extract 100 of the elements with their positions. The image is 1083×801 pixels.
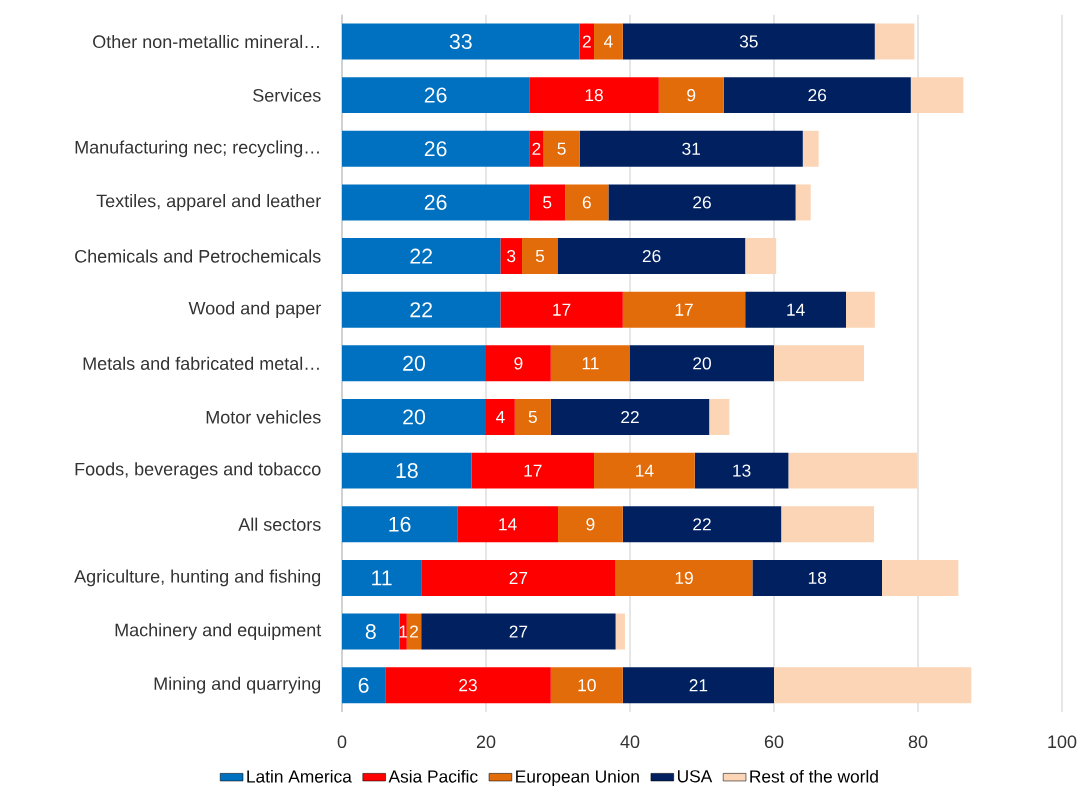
data-label: 8 bbox=[365, 623, 376, 640]
data-label: 17 bbox=[524, 464, 542, 477]
legend-label: Latin America bbox=[247, 769, 352, 783]
y-tick-label: Motor vehicles bbox=[206, 410, 321, 424]
data-label: 5 bbox=[543, 196, 552, 209]
bar bbox=[342, 130, 530, 167]
legend-label: USA bbox=[677, 770, 713, 783]
y-tick-label: Textiles, apparel and leather bbox=[96, 194, 321, 211]
bar bbox=[579, 130, 803, 167]
y-tick-label: Manufacturing nec; recycling… bbox=[75, 140, 319, 158]
y-tick-label: Chemicals and Petrochemicals bbox=[75, 249, 321, 263]
data-label: 21 bbox=[689, 679, 708, 692]
bar bbox=[630, 345, 774, 382]
data-label: 33 bbox=[449, 33, 472, 50]
data-label: 17 bbox=[675, 303, 693, 316]
bar bbox=[594, 452, 695, 489]
data-label: 20 bbox=[693, 357, 711, 370]
bar bbox=[342, 184, 530, 221]
bar bbox=[486, 345, 551, 382]
data-label: 18 bbox=[396, 463, 418, 479]
data-label: 9 bbox=[687, 88, 696, 102]
data-label: 5 bbox=[535, 250, 545, 263]
y-tick-label: Agriculture, hunting and fishing bbox=[74, 569, 321, 587]
data-label: 9 bbox=[514, 357, 523, 370]
data-label: 10 bbox=[578, 679, 596, 692]
bar bbox=[774, 667, 972, 704]
bar bbox=[788, 452, 918, 489]
bar bbox=[342, 238, 501, 275]
bar bbox=[522, 238, 558, 275]
bar bbox=[565, 184, 609, 221]
data-label: 26 bbox=[424, 141, 447, 157]
y-tick-label: Wood and paper bbox=[188, 301, 321, 319]
bar bbox=[846, 291, 875, 328]
bar bbox=[594, 23, 623, 60]
data-label: 20 bbox=[403, 409, 426, 425]
data-label: 22 bbox=[693, 518, 711, 531]
bar bbox=[342, 506, 458, 543]
data-label: 26 bbox=[424, 194, 447, 210]
y-tick-label: All sectors bbox=[238, 517, 321, 531]
data-label: 23 bbox=[459, 679, 477, 692]
bar bbox=[622, 291, 746, 328]
bar bbox=[615, 613, 625, 650]
bar bbox=[781, 506, 875, 543]
data-label: 20 bbox=[403, 355, 426, 371]
data-label: 18 bbox=[808, 571, 827, 585]
bar bbox=[385, 667, 551, 704]
data-label: 11 bbox=[372, 570, 392, 586]
bar bbox=[486, 399, 515, 435]
bar bbox=[608, 184, 796, 221]
bar bbox=[457, 506, 558, 543]
bar bbox=[529, 77, 659, 114]
bar bbox=[514, 399, 551, 435]
bar bbox=[529, 130, 544, 167]
y-tick-label: Services bbox=[253, 88, 321, 102]
data-label: 5 bbox=[528, 410, 537, 424]
bar bbox=[342, 452, 472, 489]
data-label: 4 bbox=[603, 35, 613, 48]
x-tick-label: 100 bbox=[1048, 735, 1077, 749]
bar bbox=[421, 559, 616, 596]
bar bbox=[500, 238, 522, 275]
bar bbox=[752, 559, 882, 596]
x-tick-label: 20 bbox=[476, 735, 496, 749]
data-label: 17 bbox=[553, 303, 571, 316]
data-label: 26 bbox=[693, 196, 711, 209]
y-tick-label: Mining and quarrying bbox=[154, 676, 321, 694]
data-label: 6 bbox=[358, 677, 369, 693]
y-tick-label: Metals and fabricated metal… bbox=[83, 356, 319, 370]
data-label: 4 bbox=[495, 411, 505, 423]
bar bbox=[342, 345, 486, 382]
bar bbox=[709, 399, 730, 435]
bar bbox=[795, 184, 811, 221]
data-label: 14 bbox=[787, 303, 805, 316]
bar bbox=[342, 559, 422, 596]
data-label: 13 bbox=[733, 464, 751, 477]
bar bbox=[622, 667, 774, 704]
bar bbox=[342, 77, 530, 114]
bar bbox=[342, 291, 501, 328]
bar bbox=[550, 345, 630, 382]
data-label: 22 bbox=[410, 248, 432, 264]
legend-label: Rest of the world bbox=[750, 769, 878, 783]
bar bbox=[802, 130, 819, 167]
data-label: 2 bbox=[582, 35, 591, 48]
bar bbox=[745, 291, 846, 328]
data-label: 22 bbox=[621, 410, 639, 424]
bar bbox=[622, 23, 875, 60]
data-label: 26 bbox=[642, 249, 661, 263]
data-label: 11 bbox=[582, 357, 599, 370]
data-label: 26 bbox=[424, 87, 447, 103]
bar bbox=[882, 559, 959, 596]
bar bbox=[723, 77, 911, 114]
x-tick-label: 80 bbox=[908, 735, 928, 749]
bar bbox=[622, 506, 782, 543]
data-label: 14 bbox=[499, 518, 517, 531]
bar bbox=[774, 345, 864, 382]
data-label: 35 bbox=[739, 35, 758, 48]
bar bbox=[745, 238, 777, 275]
y-tick-label: Foods, beverages and tobacco bbox=[75, 462, 321, 480]
bar bbox=[550, 399, 710, 435]
bar bbox=[500, 291, 623, 328]
data-label: 27 bbox=[509, 625, 528, 638]
